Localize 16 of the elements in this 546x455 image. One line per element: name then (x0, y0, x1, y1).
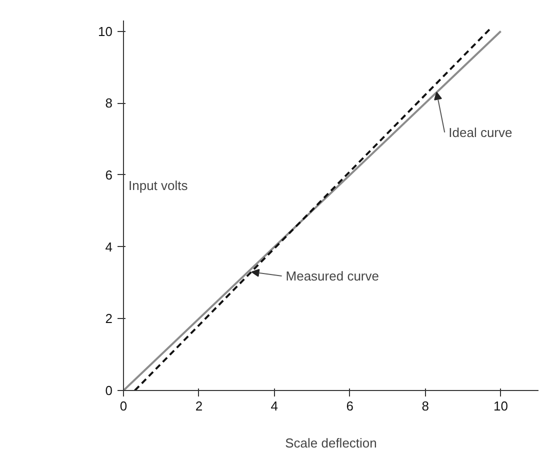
y-tick-label: 4 (105, 239, 113, 254)
y-tick-label: 2 (105, 311, 113, 326)
annotation: Measured curve (286, 268, 379, 284)
x-tick-label: 10 (494, 398, 508, 414)
x-tick-label: 8 (422, 398, 429, 414)
y-tick-label: 6 (105, 167, 113, 182)
y-tick-label: 8 (105, 96, 113, 111)
x-axis-title: Scale deflection (285, 436, 377, 450)
x-tick-label: 0 (120, 398, 128, 414)
x-tick-label: 2 (195, 398, 203, 414)
annotation: Ideal curve (448, 124, 512, 140)
y-tick-label: 0 (105, 383, 113, 398)
x-tick-label: 6 (346, 398, 354, 414)
x-tick-label: 4 (270, 398, 278, 414)
y-axis-title: Input volts (128, 178, 188, 193)
y-tick-label: 10 (98, 24, 113, 39)
